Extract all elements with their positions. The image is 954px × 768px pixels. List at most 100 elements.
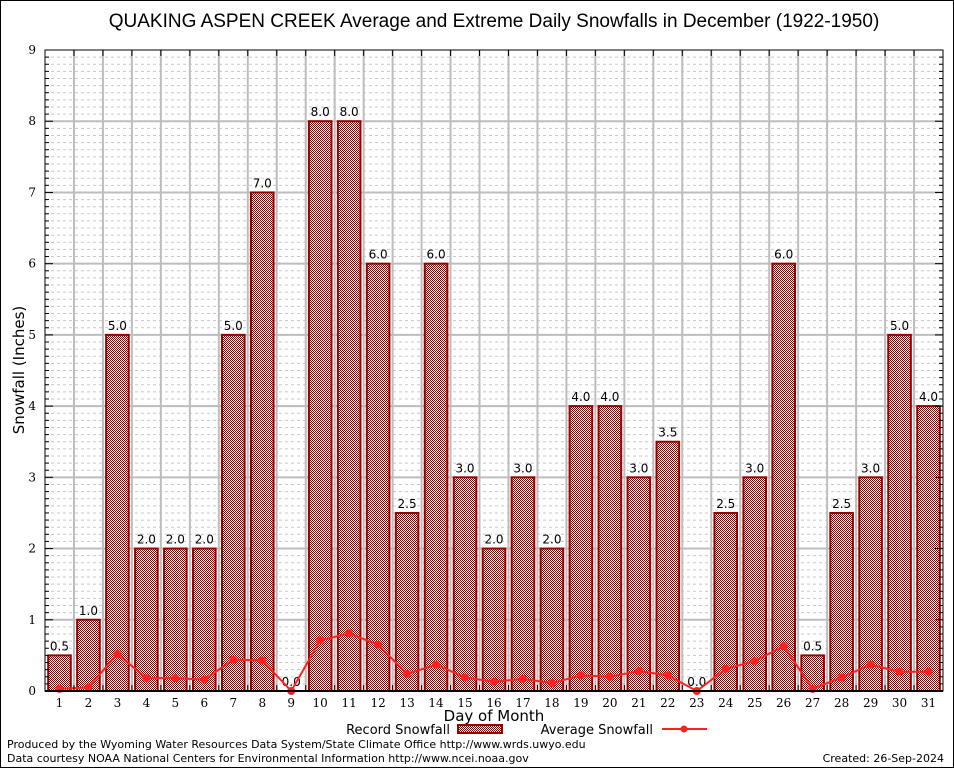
bar-day-17 <box>510 476 536 693</box>
bar-label-day-19: 4.0 <box>571 390 590 404</box>
bar-label-day-26: 6.0 <box>774 248 793 262</box>
average-point-day-16 <box>490 677 498 686</box>
bar-label-day-30: 5.0 <box>890 319 909 333</box>
bar-label-day-29: 3.0 <box>861 461 880 475</box>
bar-day-10 <box>307 120 333 692</box>
x-tick-label: 4 <box>143 696 151 710</box>
x-tick-label: 27 <box>805 696 820 710</box>
x-tick-label: 9 <box>287 696 295 710</box>
bar-day-28 <box>829 511 854 693</box>
bar-day-2 <box>76 618 101 692</box>
x-tick-label: 1 <box>56 696 64 710</box>
bar-label-day-7: 5.0 <box>224 319 243 333</box>
bar-label-day-1: 0.5 <box>50 639 69 653</box>
average-point-day-21 <box>634 667 643 676</box>
bar-label-day-6: 2.0 <box>195 533 214 547</box>
x-tick-label: 2 <box>85 696 93 710</box>
x-tick-label: 15 <box>457 696 472 710</box>
x-tick-label: 25 <box>747 696 762 710</box>
y-tick-label: 6 <box>28 257 36 271</box>
x-tick-label: 5 <box>172 696 180 710</box>
x-tick-label: 29 <box>863 696 878 710</box>
average-point-day-11 <box>345 629 354 638</box>
bar-label-day-20: 4.0 <box>600 390 619 404</box>
x-tick-labels: 1 2 3 4 5 6 7 8 9 10 11 12 13 14 15 16 17 18 19 20 21 22 23 24 2… <box>56 696 936 710</box>
average-point-day-24 <box>721 664 730 673</box>
y-tick-label: 8 <box>28 114 36 128</box>
bar-label-day-16: 2.0 <box>484 533 503 547</box>
bar-label-day-14: 6.0 <box>427 248 446 262</box>
bar-day-6 <box>192 547 217 692</box>
x-tick-label: 10 <box>313 696 328 710</box>
bar-label-day-10: 8.0 <box>311 105 330 119</box>
bar-label-day-9: 0.0 <box>282 675 301 689</box>
x-tick-label: 31 <box>921 696 936 710</box>
x-axis-label: Day of Month <box>444 707 545 725</box>
footer-data-courtesy: Data courtesy NOAA National Centers for … <box>7 752 529 765</box>
average-point-day-17 <box>518 674 527 683</box>
average-point-day-2 <box>84 683 93 692</box>
average-point-day-22 <box>663 671 672 680</box>
x-tick-label: 24 <box>718 696 734 710</box>
y-tick-label: 0 <box>28 684 36 698</box>
bar-day-4 <box>134 547 159 692</box>
average-point-day-13 <box>403 669 412 678</box>
bar-day-3 <box>105 333 130 692</box>
y-tick-label: 3 <box>28 470 36 484</box>
average-point-day-18 <box>547 679 556 688</box>
bar-label-day-2: 1.0 <box>79 604 98 618</box>
bar-day-21 <box>626 476 652 693</box>
x-tick-label: 26 <box>776 696 791 710</box>
average-point-day-3 <box>113 649 122 658</box>
bar-label-day-25: 3.0 <box>745 461 764 475</box>
bar-day-12 <box>365 262 391 692</box>
bar-day-30 <box>887 333 912 692</box>
bar-day-11 <box>336 120 362 692</box>
y-tick-label: 9 <box>28 43 36 57</box>
average-point-day-19 <box>576 671 585 680</box>
bar-day-16 <box>481 547 507 692</box>
x-tick-label: 20 <box>602 696 617 710</box>
average-point-day-7 <box>229 655 238 664</box>
average-point-day-30 <box>895 667 904 676</box>
bar-day-24 <box>713 511 739 693</box>
x-tick-label: 7 <box>229 696 237 710</box>
bar-label-day-4: 2.0 <box>137 533 156 547</box>
bar-label-day-23: 0.0 <box>687 675 706 689</box>
average-point-day-28 <box>837 673 846 682</box>
x-tick-label: 6 <box>201 696 209 710</box>
average-point-day-26 <box>779 642 788 651</box>
legend: Record Snowfall Average Snowfall <box>346 723 707 738</box>
bar-day-13 <box>394 511 420 693</box>
bar-day-5 <box>163 547 188 692</box>
y-tick-labels: 0 1 2 3 4 5 6 7 8 9 <box>28 43 36 698</box>
x-tick-label: 8 <box>258 696 266 710</box>
x-tick-label: 13 <box>399 696 414 710</box>
bar-label-day-31: 4.0 <box>919 390 938 404</box>
x-tick-label: 18 <box>544 696 559 710</box>
legend-label-average: Average Snowfall <box>541 723 653 738</box>
footer-produced-by: Produced by the Wyoming Water Resources … <box>7 738 586 751</box>
x-tick-label: 30 <box>892 696 907 710</box>
bar-day-20 <box>597 405 623 692</box>
x-tick-label: 21 <box>631 696 646 710</box>
y-tick-label: 1 <box>28 613 36 627</box>
bar-label-day-12: 6.0 <box>369 248 388 262</box>
bar-label-day-24: 2.5 <box>716 497 735 511</box>
legend-label-record: Record Snowfall <box>346 723 450 738</box>
average-point-day-10 <box>316 636 325 645</box>
x-tick-label: 28 <box>834 696 849 710</box>
y-tick-label: 7 <box>28 185 36 199</box>
bar-label-day-5: 2.0 <box>166 533 185 547</box>
axes <box>44 49 944 692</box>
bar-day-8 <box>249 191 275 692</box>
bar-label-day-15: 3.0 <box>455 461 474 475</box>
y-axis-label: Snowfall (Inches) <box>10 306 28 434</box>
average-point-day-5 <box>171 674 180 683</box>
bar-label-day-22: 3.5 <box>658 426 677 440</box>
bar-label-day-13: 2.5 <box>398 497 417 511</box>
average-point-day-4 <box>142 674 151 683</box>
average-point-day-14 <box>432 660 441 669</box>
grid <box>45 50 943 691</box>
bar-day-15 <box>452 476 478 693</box>
